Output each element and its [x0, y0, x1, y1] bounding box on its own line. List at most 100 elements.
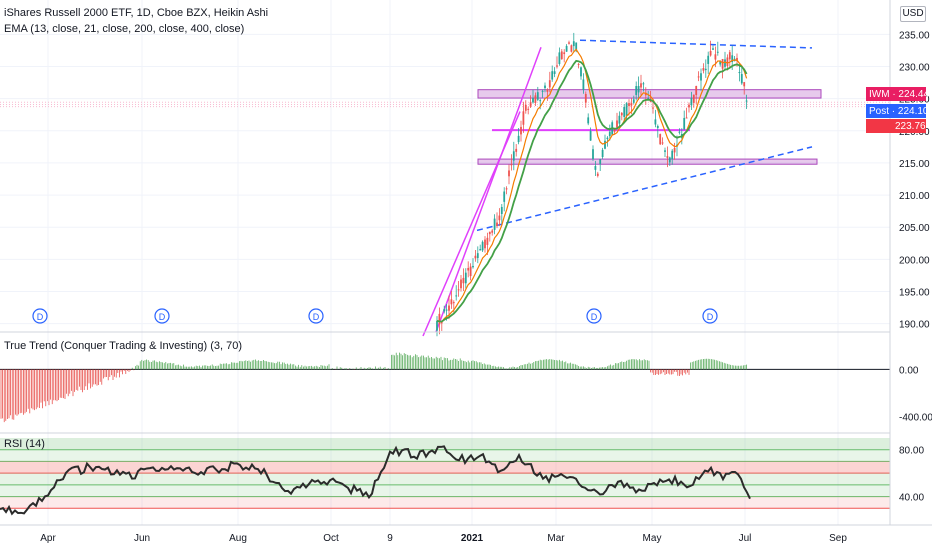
candle-body — [690, 98, 693, 106]
candle-body — [558, 52, 561, 64]
candle-body — [685, 117, 688, 119]
price-tag — [866, 87, 926, 101]
candle-body — [522, 111, 525, 125]
candle-body — [553, 71, 556, 74]
price-tag — [866, 104, 926, 118]
candle-body — [491, 230, 494, 233]
candle-body — [445, 309, 448, 311]
candle-body — [580, 67, 582, 77]
rsi-band — [0, 496, 890, 509]
candle-body — [637, 85, 640, 93]
candle-body — [505, 188, 508, 190]
rsi-band — [0, 484, 890, 497]
candle-body — [534, 95, 537, 103]
candle-body — [642, 83, 645, 85]
candle-body — [452, 302, 455, 304]
dividend-marker-label: D — [707, 312, 714, 322]
candle-body — [724, 59, 726, 67]
candle-body — [640, 83, 642, 88]
candle-body — [464, 272, 467, 284]
candle-body — [539, 100, 542, 102]
candle-body — [632, 99, 635, 103]
candle-body — [745, 100, 748, 102]
candle-body — [565, 45, 568, 52]
time-tick-label: Mar — [547, 533, 565, 544]
dividend-marker — [586, 308, 602, 324]
candle-body — [575, 42, 578, 50]
candle-body — [498, 215, 501, 221]
candle-body — [515, 148, 518, 152]
candle-body — [560, 51, 563, 60]
rsi-pane[interactable] — [0, 438, 890, 516]
candle-body — [738, 72, 741, 74]
candle-body — [618, 115, 621, 124]
candle-body — [476, 253, 479, 259]
candle-body — [479, 248, 482, 251]
time-tick-label: Oct — [323, 533, 339, 544]
candle-body — [436, 320, 438, 331]
candle-body — [440, 322, 443, 324]
candle-body — [532, 97, 534, 103]
dividend-marker — [32, 308, 48, 324]
candle-body — [508, 170, 510, 177]
candle-body — [486, 237, 489, 245]
ema-21-line — [436, 59, 748, 323]
true-trend-pane[interactable] — [0, 352, 890, 423]
time-tick-label: Sep — [829, 533, 847, 544]
candle-body — [712, 48, 714, 50]
candle-body — [443, 309, 446, 312]
time-tick-label: Jul — [739, 533, 752, 544]
candle-body — [448, 305, 450, 311]
candle-body — [493, 218, 496, 230]
candle-body — [551, 71, 554, 80]
candle-body — [704, 68, 707, 71]
candle-body — [484, 239, 486, 249]
price-tag-label: 223.76 — [895, 121, 926, 132]
dividend-marker-label: D — [159, 312, 166, 322]
channel-upper-line — [435, 47, 542, 333]
candle-body — [584, 93, 587, 103]
rsi-legend: RSI (14) — [4, 438, 45, 450]
candle-body — [546, 89, 549, 92]
candle-body — [503, 191, 506, 202]
dividend-marker-label: D — [313, 312, 320, 322]
candle-body — [517, 135, 520, 143]
candle-body — [599, 159, 602, 164]
candle-body — [438, 313, 441, 325]
candle-body — [608, 131, 611, 137]
candle-body — [630, 103, 633, 106]
dividend-marker — [308, 308, 324, 324]
currency-label[interactable]: USD — [900, 6, 926, 22]
ema-13-line — [436, 48, 748, 323]
candle-body — [474, 255, 477, 259]
candle-body — [743, 82, 746, 87]
rsi-band — [0, 473, 890, 485]
candle-body — [728, 52, 731, 60]
candle-body — [524, 104, 527, 111]
price-tag-label: IWM · 224.44 — [869, 89, 929, 100]
price-tick-label: 205.00 — [899, 223, 930, 234]
candle-body — [628, 103, 630, 107]
rsi-band — [0, 461, 890, 474]
candle-body — [544, 85, 546, 89]
candle-body — [721, 58, 724, 69]
candle-body — [695, 86, 698, 95]
candle-body — [664, 150, 666, 152]
candle-body — [563, 52, 566, 55]
candle-body — [481, 241, 484, 251]
time-tick-label: Apr — [40, 533, 56, 544]
candle-body — [625, 103, 628, 116]
candle-body — [731, 55, 734, 63]
candle-body — [577, 63, 580, 65]
candle-body — [450, 299, 453, 305]
candle-body — [520, 126, 522, 135]
candle-body — [592, 149, 594, 159]
candle-body — [582, 79, 585, 90]
price-tick-label: 215.00 — [899, 159, 930, 170]
candle-body — [656, 126, 659, 129]
candle-body — [716, 51, 719, 53]
candle-body — [570, 45, 573, 52]
